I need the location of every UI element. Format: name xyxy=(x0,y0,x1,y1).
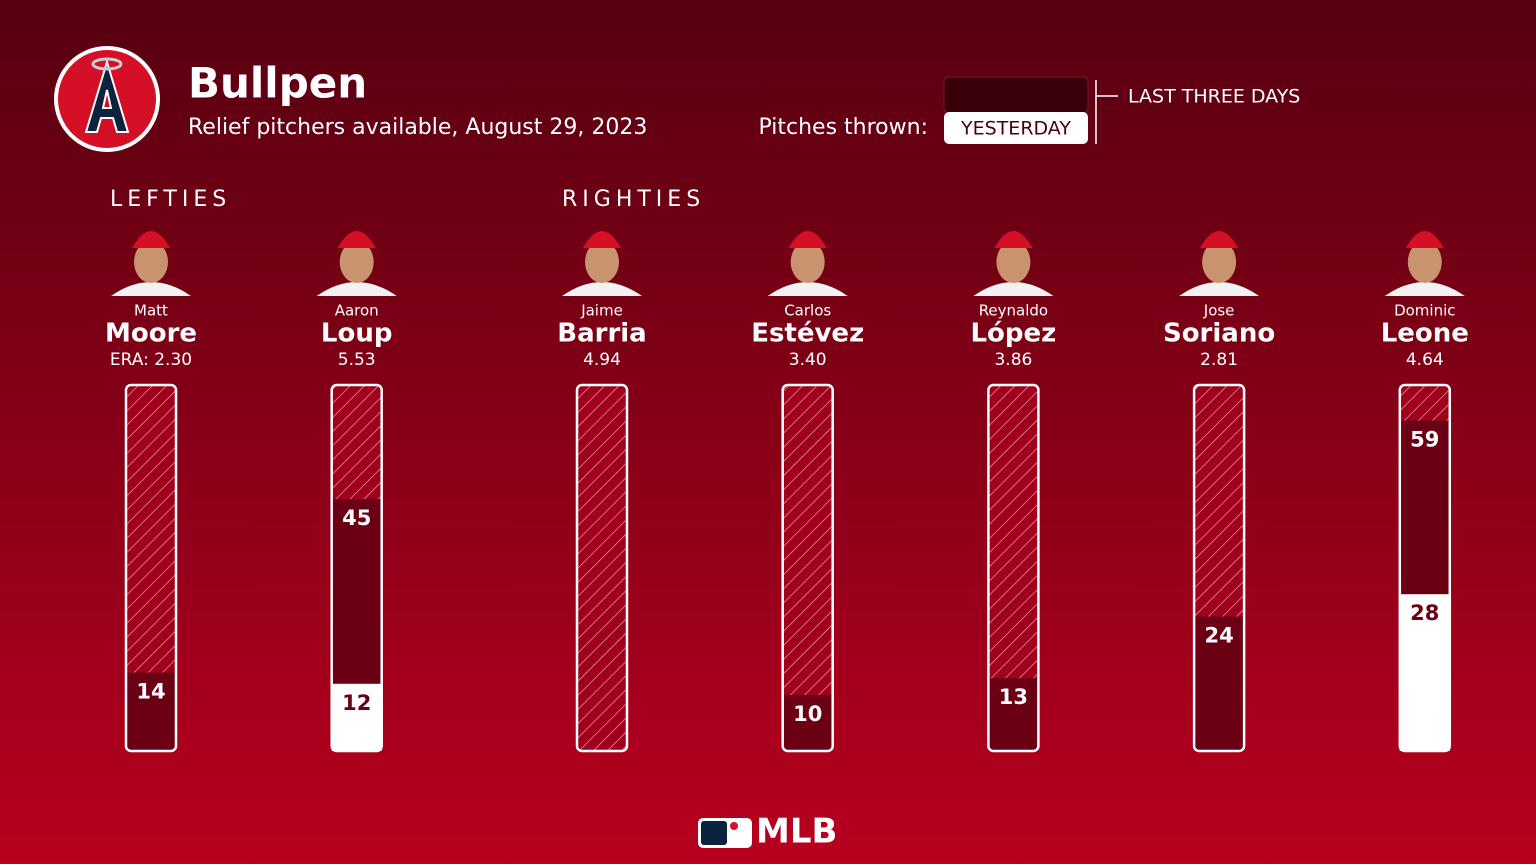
player-photo xyxy=(316,231,397,296)
cap xyxy=(583,231,621,248)
era: 3.86 xyxy=(994,350,1032,370)
face xyxy=(1407,241,1442,283)
bar-outline xyxy=(1192,383,1246,753)
player-photo xyxy=(767,231,848,296)
yesterday-label: 12 xyxy=(342,691,371,715)
shoulders xyxy=(111,282,191,296)
shoulders xyxy=(1384,282,1465,296)
legend-bracket xyxy=(1095,80,1118,144)
shoulders xyxy=(562,282,642,296)
last-name: Loup xyxy=(321,319,393,349)
era: 5.53 xyxy=(338,350,376,370)
three-days-bar xyxy=(126,672,176,751)
bar-outline xyxy=(781,383,834,753)
legend-yesterday-swatch xyxy=(944,112,1088,144)
legend-yesterday: YESTERDAY xyxy=(960,118,1071,140)
three-days-label: 13 xyxy=(999,685,1028,709)
cap xyxy=(337,231,376,248)
three-days-bar xyxy=(988,678,1039,751)
bar-outline xyxy=(987,383,1040,753)
bar-track xyxy=(577,385,627,751)
first-name: Matt xyxy=(134,302,168,320)
first-name: Carlos xyxy=(784,302,831,320)
era: 2.81 xyxy=(1200,350,1238,370)
yesterday-bar xyxy=(331,683,382,751)
team-logo xyxy=(54,46,160,152)
bar-track xyxy=(988,385,1039,751)
player-photo xyxy=(111,231,191,296)
player-photo xyxy=(1179,231,1260,296)
legend-label: Pitches thrown: xyxy=(759,115,929,140)
cap xyxy=(1200,231,1239,248)
bar-outline xyxy=(330,383,383,753)
cap xyxy=(788,231,827,248)
last-name: Leone xyxy=(1381,319,1469,349)
player-photo xyxy=(973,231,1054,296)
three-days-label: 59 xyxy=(1410,428,1439,452)
yesterday-label: 28 xyxy=(1410,601,1439,625)
era: 4.64 xyxy=(1406,350,1444,370)
last-name: Soriano xyxy=(1163,319,1275,349)
first-name: Jose xyxy=(1203,302,1235,320)
face xyxy=(339,241,374,283)
group-label: RIGHTIES xyxy=(562,187,705,212)
three-days-label: 10 xyxy=(793,702,822,726)
bar-track xyxy=(782,385,833,751)
footer-brand: MLB xyxy=(756,812,837,852)
legend-three-days: LAST THREE DAYS xyxy=(1128,86,1300,108)
yesterday-bar xyxy=(1399,594,1450,751)
three-days-label: 14 xyxy=(136,680,165,704)
three-days-bar xyxy=(1194,616,1245,751)
three-days-label: 45 xyxy=(342,506,371,530)
shoulders xyxy=(973,282,1054,296)
cap xyxy=(1405,231,1444,248)
face xyxy=(790,241,825,283)
last-name: López xyxy=(970,319,1056,349)
face xyxy=(134,241,168,283)
bar-outline xyxy=(124,383,178,753)
first-name: Aaron xyxy=(335,302,379,320)
subtitle: Relief pitchers available, August 29, 20… xyxy=(188,115,647,140)
cap xyxy=(132,231,170,248)
player-photo xyxy=(1384,231,1465,296)
bar-track xyxy=(126,385,176,751)
shoulders xyxy=(316,282,397,296)
first-name: Reynaldo xyxy=(979,302,1048,320)
last-name: Barria xyxy=(557,319,646,349)
player-photo xyxy=(562,231,642,296)
first-name: Dominic xyxy=(1394,302,1455,320)
face xyxy=(585,241,619,283)
cap xyxy=(994,231,1033,248)
era: ERA: 2.30 xyxy=(110,350,192,370)
bar-outline xyxy=(575,383,629,753)
face xyxy=(1202,241,1237,283)
shoulders xyxy=(1179,282,1260,296)
face xyxy=(996,241,1031,283)
group-label: LEFTIES xyxy=(110,187,231,212)
era: 4.94 xyxy=(583,350,621,370)
last-name: Estévez xyxy=(751,319,864,349)
legend-three-days-swatch xyxy=(943,76,1089,114)
three-days-bar xyxy=(782,695,833,751)
first-name: Jaime xyxy=(580,302,623,320)
bar-outline xyxy=(1398,383,1452,753)
last-name: Moore xyxy=(105,319,197,349)
footer-logo xyxy=(698,818,752,848)
title: Bullpen xyxy=(188,59,367,108)
three-days-label: 24 xyxy=(1204,624,1233,648)
era: 3.40 xyxy=(789,350,827,370)
shoulders xyxy=(767,282,848,296)
